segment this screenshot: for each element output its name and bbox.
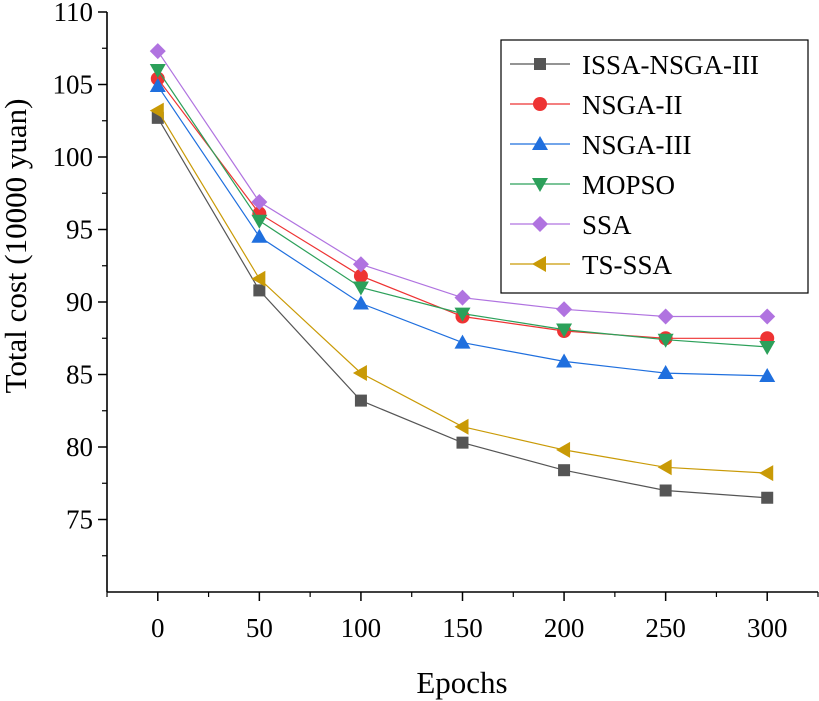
data-point-ts-ssa (251, 270, 266, 287)
legend-label-nsga-iii: NSGA-III (582, 130, 691, 160)
series-ssa (149, 43, 776, 325)
data-point-nsga-ii (353, 268, 368, 283)
legend-marker-ts-ssa (532, 256, 546, 272)
data-point-ts-ssa (454, 418, 469, 435)
x-tick-label: 300 (747, 613, 788, 643)
legend-label-issa-nsga-iii: ISSA-NSGA-III (582, 50, 759, 80)
data-point-nsga-iii (454, 334, 471, 349)
y-tick-label: 95 (66, 215, 93, 245)
series-nsga-iii (149, 77, 776, 382)
y-tick-label: 110 (54, 0, 94, 27)
data-point-ssa (657, 308, 674, 325)
data-point-mopso (556, 323, 573, 338)
data-point-ts-ssa (149, 102, 164, 119)
data-point-ts-ssa (352, 365, 367, 382)
y-tick-label: 80 (66, 432, 93, 462)
data-point-ts-ssa (556, 441, 571, 458)
data-point-ssa (149, 43, 166, 60)
series-ts-ssa (149, 102, 774, 482)
x-tick-label: 150 (442, 613, 483, 643)
legend-marker-nsga-ii (533, 97, 547, 111)
data-point-nsga-iii (759, 367, 776, 382)
data-point-nsga-iii (149, 77, 166, 92)
data-point-mopso (352, 281, 369, 296)
data-point-nsga-iii (251, 228, 268, 243)
data-point-mopso (759, 340, 776, 355)
axes: 75 80 85 90 95 100 105 110 0 50 100 150 200 250 300 (53, 0, 819, 643)
x-tick-label: 0 (151, 613, 165, 643)
legend-marker-issa-nsga-iii (534, 58, 546, 70)
x-tick-label: 50 (246, 613, 273, 643)
data-point-ssa (759, 308, 776, 325)
data-point-mopso (149, 64, 166, 78)
series-mopso (149, 64, 776, 355)
legend-label-ssa: SSA (582, 210, 632, 240)
legend-marker-nsga-iii (532, 136, 548, 150)
x-tick-label: 100 (341, 613, 382, 643)
data-point-issa-nsga-iii (253, 284, 266, 297)
data-point-nsga-iii (556, 353, 573, 368)
data-point-issa-nsga-iii (456, 436, 469, 449)
legend-label-ts-ssa: TS-SSA (582, 250, 673, 280)
y-axis-label: Total cost (10000 yuan) (0, 99, 33, 394)
x-axis-label: Epochs (416, 665, 507, 700)
data-point-ssa (454, 289, 471, 306)
data-point-nsga-iii (352, 295, 369, 310)
data-point-issa-nsga-iii (558, 464, 571, 477)
data-point-ssa (556, 301, 573, 318)
legend: ISSA-NSGA-III NSGA-II NSGA-III MOPSO SSA TS-S… (500, 39, 809, 294)
x-tick-label: 250 (645, 613, 686, 643)
data-point-mopso (454, 307, 471, 322)
data-point-mopso (251, 214, 268, 229)
series-layer (149, 43, 776, 504)
y-tick-label: 105 (53, 70, 94, 100)
legend-box (500, 39, 809, 294)
data-point-issa-nsga-iii (761, 491, 774, 504)
x-tick-label: 200 (544, 613, 585, 643)
y-tick-label: 100 (53, 142, 94, 172)
series-issa-nsga-iii (151, 111, 774, 504)
legend-label-nsga-ii: NSGA-II (582, 90, 683, 120)
data-point-issa-nsga-iii (659, 484, 672, 497)
data-point-mopso (657, 333, 674, 348)
legend-label-mopso: MOPSO (582, 170, 675, 200)
data-point-ts-ssa (657, 459, 672, 476)
legend-marker-mopso (532, 178, 548, 192)
data-point-ts-ssa (759, 465, 774, 482)
legend-marker-ssa (532, 216, 548, 232)
y-tick-label: 90 (66, 287, 93, 317)
data-point-nsga-iii (657, 365, 674, 380)
data-point-issa-nsga-iii (354, 394, 367, 407)
y-tick-label: 75 (66, 505, 93, 535)
data-point-ssa (352, 256, 369, 273)
y-tick-label: 85 (66, 360, 93, 390)
data-point-ssa (251, 193, 268, 210)
